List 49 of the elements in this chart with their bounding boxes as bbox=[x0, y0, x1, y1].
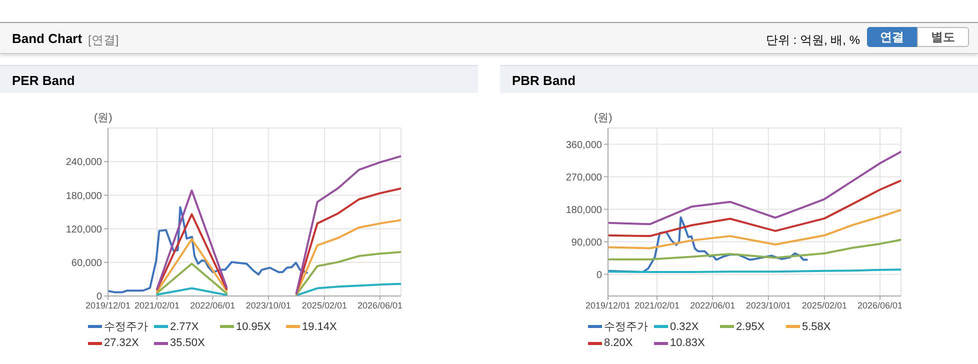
x-tick-label: 2022/06/01 bbox=[190, 300, 236, 310]
legend-label: 5.58X bbox=[802, 320, 831, 332]
text: 단위 : 억원, 배, % bbox=[766, 32, 860, 49]
text: [연결] bbox=[88, 32, 119, 49]
x-tick-label: 2021/02/01 bbox=[134, 300, 180, 310]
y-axis-title: (원) bbox=[94, 111, 112, 125]
x-tick-label: 2026/06/01 bbox=[858, 300, 903, 310]
chart-title: PBR Band bbox=[512, 73, 576, 88]
legend-label: 10.83X bbox=[670, 337, 705, 349]
y-tick-label: 0 bbox=[596, 270, 602, 281]
x-tick-label: 2025/02/01 bbox=[802, 300, 847, 310]
text: 연결 bbox=[867, 27, 917, 47]
line-series bbox=[608, 179, 901, 238]
line-series bbox=[608, 216, 808, 273]
chart-title: PER Band bbox=[12, 73, 75, 88]
legend-label: 수정주가 bbox=[604, 320, 648, 334]
legend-label: 35.50X bbox=[170, 337, 205, 349]
legend-label: 0.32X bbox=[670, 320, 699, 332]
y-tick-label: 360,000 bbox=[566, 140, 602, 151]
x-tick-label: 2019/12/01 bbox=[585, 300, 631, 310]
x-tick-label: 2022/06/01 bbox=[690, 300, 736, 310]
x-tick-label: 2023/10/01 bbox=[746, 300, 791, 310]
legend-label: 2.95X bbox=[736, 320, 765, 332]
y-tick-label: 90,000 bbox=[571, 237, 602, 248]
x-tick-label: 2023/10/01 bbox=[246, 300, 291, 310]
line-series bbox=[608, 208, 901, 250]
legend-label: 2.77X bbox=[170, 320, 199, 332]
line-series bbox=[608, 238, 901, 260]
legend-label: 27.32X bbox=[104, 337, 139, 349]
legend-label: 수정주가 bbox=[104, 320, 148, 334]
text: 별도 bbox=[917, 27, 969, 47]
line-series bbox=[608, 150, 901, 226]
x-tick-label: 2025/02/01 bbox=[302, 300, 347, 310]
y-tick-label: 0 bbox=[96, 292, 102, 303]
text: Band Chart bbox=[12, 31, 82, 46]
x-tick-label: 2026/06/01 bbox=[358, 300, 403, 310]
legend-label: 8.20X bbox=[604, 337, 633, 349]
x-tick-label: 2019/12/01 bbox=[85, 300, 131, 310]
legend-label: 19.14X bbox=[302, 320, 337, 332]
y-tick-label: 270,000 bbox=[566, 172, 602, 184]
y-tick-label: 120,000 bbox=[66, 224, 102, 236]
y-tick-label: 240,000 bbox=[66, 157, 102, 168]
x-tick-label: 2021/02/01 bbox=[634, 300, 680, 310]
y-tick-label: 60,000 bbox=[71, 258, 102, 269]
y-axis-title: (원) bbox=[594, 111, 612, 125]
line-series bbox=[108, 206, 308, 294]
y-tick-label: 180,000 bbox=[566, 204, 602, 216]
y-tick-label: 180,000 bbox=[66, 190, 102, 202]
legend-label: 10.95X bbox=[236, 320, 271, 332]
